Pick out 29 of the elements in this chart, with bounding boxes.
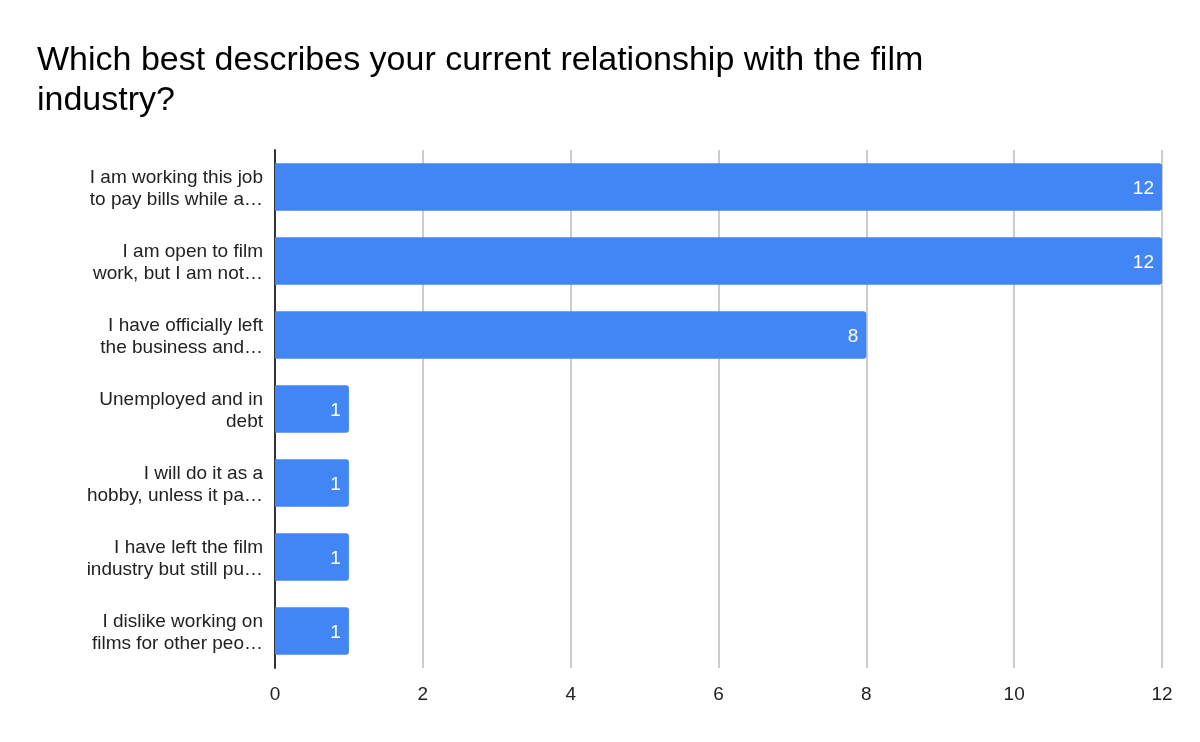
bar (275, 311, 867, 359)
data-label: 1 (330, 546, 341, 568)
data-label: 1 (330, 620, 341, 642)
bar (275, 385, 349, 433)
x-tick-label: 10 (1003, 683, 1025, 704)
bar (275, 459, 349, 507)
bar (275, 607, 349, 655)
x-tick-label: 8 (861, 683, 872, 704)
x-tick-label: 4 (565, 683, 577, 704)
x-tick-label: 6 (713, 683, 724, 704)
data-label: 1 (330, 398, 341, 420)
data-label: 12 (1132, 176, 1154, 198)
y-tick-label: I dislike working on films for other peo… (91, 609, 263, 653)
x-tick-label: 12 (1151, 683, 1173, 704)
x-tick-label: 2 (417, 683, 429, 704)
data-label: 8 (847, 324, 859, 346)
bar (275, 533, 349, 581)
y-tick-label: I am working this job to pay bills while a… (89, 165, 263, 209)
chart-title: Which best describes your current relationship with the film industry? (37, 39, 933, 117)
data-label: 12 (1132, 250, 1154, 272)
y-tick-label: Unemployed and in debt (99, 387, 264, 431)
y-tick-label: I have left the film industry but still pu… (86, 535, 263, 579)
bar (275, 237, 1162, 285)
bar (275, 163, 1162, 211)
x-tick-label: 0 (269, 683, 281, 704)
y-tick-label: I will do it as a hobby, unless it pa… (86, 461, 264, 505)
y-tick-label: I am open to film work, but I am not… (91, 239, 263, 283)
data-label: 1 (330, 472, 341, 494)
y-tick-label: I have officially left the business and… (100, 313, 264, 357)
